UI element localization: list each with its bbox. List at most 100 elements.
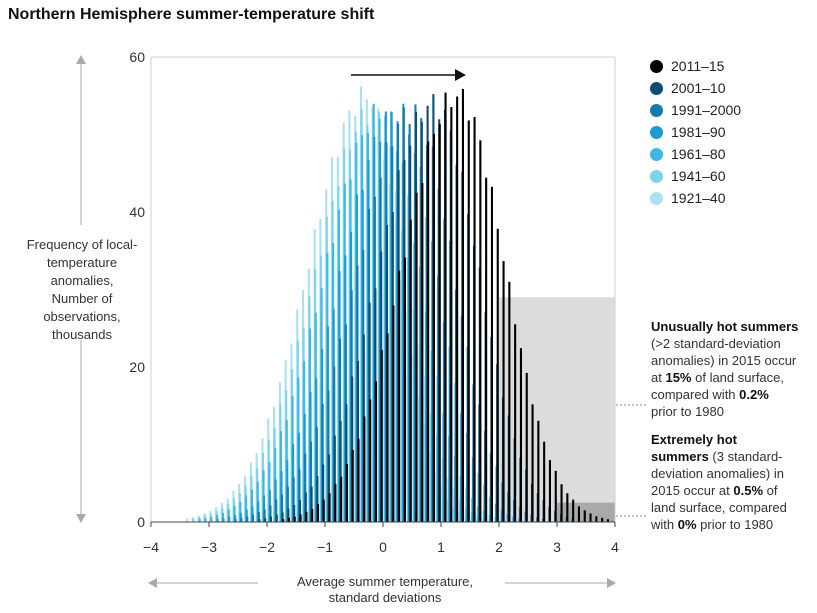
extremely-hot-region xyxy=(557,502,615,522)
bar-1961–80 xyxy=(204,518,207,522)
bar-2011–15 xyxy=(398,270,401,522)
bar-2011–15 xyxy=(316,503,319,522)
annotation-text: deviation anomalies) in xyxy=(651,466,784,481)
bar-2011–15 xyxy=(508,281,511,522)
bar-2011–15 xyxy=(467,120,470,522)
annotation-line: deviation anomalies) in xyxy=(651,465,811,482)
bar-1981–90 xyxy=(234,515,237,522)
bar-2011–15 xyxy=(403,257,406,522)
bar-2011–15 xyxy=(427,141,430,522)
bar-2011–15 xyxy=(438,124,441,522)
legend-item: 2001–10 xyxy=(650,77,741,99)
bar-1991–2000 xyxy=(298,469,301,522)
bar-1991–2000 xyxy=(257,511,260,522)
bar-2011–15 xyxy=(543,441,546,522)
bar-2011–15 xyxy=(589,513,592,522)
bar-1981–90 xyxy=(216,519,219,522)
x-axis-label-main: Average summer temperature, xyxy=(296,574,474,589)
bar-2011–15 xyxy=(496,228,499,522)
annotation-text: at xyxy=(651,370,666,385)
bar-2011–15 xyxy=(386,333,389,522)
bar-2011–15 xyxy=(572,499,575,522)
bar-1991–2000 xyxy=(292,477,295,522)
annotation-emphasis: 15% xyxy=(665,370,692,385)
bar-2011–15 xyxy=(345,463,348,522)
bar-2001–10 xyxy=(339,420,342,522)
bar-2011–15 xyxy=(409,219,412,522)
chart-title: Northern Hemisphere summer-temperature s… xyxy=(8,6,375,23)
bar-1991–2000 xyxy=(281,494,284,522)
bar-1981–90 xyxy=(245,509,248,522)
x-arrow-right-head xyxy=(607,578,616,588)
histogram-bars xyxy=(186,86,609,523)
bar-2011–15 xyxy=(531,404,534,522)
bar-2011–15 xyxy=(340,476,343,522)
bar-2011–15 xyxy=(328,493,331,522)
bar-2011–15 xyxy=(560,484,563,522)
bar-2011–15 xyxy=(282,519,285,522)
annotation-line: Extremely hot xyxy=(651,431,811,448)
annotation-emphasis: Unusually hot summers xyxy=(651,319,799,334)
bar-2011–15 xyxy=(299,514,302,522)
bar-2001–10 xyxy=(281,512,284,522)
bar-2001–10 xyxy=(258,519,261,522)
bar-1991–2000 xyxy=(234,519,237,522)
annotation-text: land surface, compared xyxy=(651,500,787,515)
bar-2001–10 xyxy=(287,508,290,522)
annotation-text: prior to 1980 xyxy=(651,404,724,419)
bar-2011–15 xyxy=(450,107,453,523)
bar-2011–15 xyxy=(374,381,377,522)
legend-item: 1941–60 xyxy=(650,165,741,187)
bar-2011–15 xyxy=(606,519,609,522)
bar-2001–10 xyxy=(327,454,331,522)
bar-2011–15 xyxy=(490,186,493,522)
bar-1981–90 xyxy=(239,512,242,522)
annotation-line: land surface, compared xyxy=(651,499,811,516)
shift-arrow-head xyxy=(455,69,466,81)
bar-2011–15 xyxy=(293,516,296,522)
annotation-line: (>2 standard-deviation xyxy=(651,335,811,352)
annotation-text: (3 standard- xyxy=(708,449,783,464)
legend-label: 1981–90 xyxy=(671,124,726,140)
bar-2011–15 xyxy=(322,499,325,522)
bar-1991–2000 xyxy=(240,517,243,522)
y-axis-label-main: Frequency of local-temperature anomalies… xyxy=(26,237,138,288)
bar-1991–2000 xyxy=(321,403,324,522)
bar-1981–90 xyxy=(263,495,266,522)
annotation-text: with xyxy=(651,517,678,532)
x-tick-label: −2 xyxy=(259,539,275,555)
bar-1961–80 xyxy=(250,489,253,522)
legend-item: 1961–80 xyxy=(650,143,741,165)
legend: 2011–15 2001–10 1991–2000 1981–90 1961–80 194… xyxy=(650,55,741,209)
legend-label: 1961–80 xyxy=(671,146,726,162)
legend-swatch xyxy=(650,103,663,117)
bar-2011–15 xyxy=(305,511,308,522)
y-tick-label: 20 xyxy=(129,359,145,375)
bar-1991–2000 xyxy=(315,427,318,522)
bar-1961–80 xyxy=(210,516,213,522)
bar-2011–15 xyxy=(554,470,557,522)
highlight-regions xyxy=(499,297,615,522)
annotation-line: 2015 occur at 0.5% of xyxy=(651,482,811,499)
annotation-line: with 0% prior to 1980 xyxy=(651,516,811,533)
annotation-emphasis: 0.2% xyxy=(739,387,769,402)
bar-1991–2000 xyxy=(246,516,249,522)
bar-2011–15 xyxy=(392,305,395,522)
bar-2011–15 xyxy=(519,348,522,522)
annotation-text: prior to 1980 xyxy=(696,517,774,532)
bar-2011–15 xyxy=(502,261,505,522)
x-tick-label: 4 xyxy=(611,539,619,555)
bar-2011–15 xyxy=(287,517,290,522)
legend-swatch xyxy=(650,191,663,205)
x-tick-label: 1 xyxy=(437,539,445,555)
annotation-emphasis: 0% xyxy=(677,517,697,532)
bar-1991–2000 xyxy=(310,441,313,522)
bar-1961–80 xyxy=(233,505,236,522)
legend-label: 1991–2000 xyxy=(671,102,742,118)
bar-2011–15 xyxy=(525,372,528,522)
bar-2011–15 xyxy=(311,508,314,522)
y-tick-label: 60 xyxy=(129,49,145,65)
bar-2011–15 xyxy=(461,88,464,522)
bar-1961–80 xyxy=(216,514,219,522)
